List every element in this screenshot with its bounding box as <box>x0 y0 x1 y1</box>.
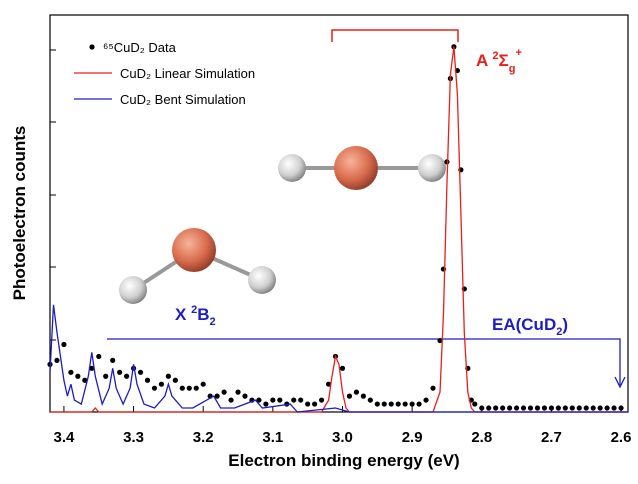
data-point <box>354 390 359 395</box>
ea-arrow <box>107 339 625 387</box>
bent-molecule <box>119 228 276 304</box>
data-point <box>598 405 603 410</box>
data-point <box>54 358 59 363</box>
x-tick-label: 2.6 <box>611 429 632 446</box>
data-point <box>389 401 394 406</box>
data-point <box>410 401 415 406</box>
data-point <box>235 390 240 395</box>
data-point <box>124 374 129 379</box>
data-point <box>403 401 408 406</box>
legend-label: ⁶⁵CuD₂ Data <box>103 40 177 55</box>
data-point <box>159 382 164 387</box>
data-point <box>577 405 582 410</box>
data-point <box>96 354 101 359</box>
legend-marker <box>89 44 94 49</box>
x-tick-label: 3.1 <box>262 429 283 446</box>
data-point <box>416 401 421 406</box>
data-point <box>305 401 310 406</box>
data-point <box>270 397 275 402</box>
data-point <box>605 405 610 410</box>
data-point <box>173 378 178 383</box>
data-point <box>444 159 449 164</box>
data-point <box>298 397 303 402</box>
annotation: X 2B2 <box>175 304 216 328</box>
data-point <box>514 405 519 410</box>
data-point <box>423 397 428 402</box>
data-point <box>263 401 268 406</box>
data-point <box>528 405 533 410</box>
data-point <box>75 374 80 379</box>
data-point <box>521 405 526 410</box>
linear-molecule <box>278 146 446 190</box>
data-point <box>382 401 387 406</box>
data-point <box>319 397 324 402</box>
data-point <box>117 370 122 375</box>
data-point <box>201 382 206 387</box>
data-point <box>312 401 317 406</box>
data-point <box>194 386 199 391</box>
data-point <box>556 405 561 410</box>
data-point <box>228 397 233 402</box>
data-point <box>291 397 296 402</box>
y-axis-label: Photoelectron counts <box>10 126 29 301</box>
data-point <box>396 401 401 406</box>
x-tick-label: 3.4 <box>53 429 75 446</box>
data-point <box>570 405 575 410</box>
data-point <box>138 370 143 375</box>
bracket <box>332 30 458 42</box>
data-point <box>472 401 477 406</box>
annotation: EA(CuD2) <box>492 315 568 338</box>
data-point <box>500 405 505 410</box>
data-point <box>549 405 554 410</box>
data-point <box>507 405 512 410</box>
x-tick-label: 2.8 <box>471 429 492 446</box>
data-point <box>486 405 491 410</box>
legend-label: CuD₂ Bent Simulation <box>120 92 246 107</box>
data-point <box>277 397 282 402</box>
data-point <box>591 405 596 410</box>
x-tick-label: 3.3 <box>123 429 144 446</box>
data-point <box>563 405 568 410</box>
data-point <box>340 366 345 371</box>
data-point <box>361 394 366 399</box>
x-tick-label: 3.0 <box>332 429 353 446</box>
data-point <box>187 386 192 391</box>
data-point <box>242 394 247 399</box>
data-point <box>611 405 616 410</box>
data-point <box>618 405 623 410</box>
x-tick-label: 2.7 <box>541 429 562 446</box>
data-point <box>145 378 150 383</box>
data-point <box>430 386 435 391</box>
data-point <box>584 405 589 410</box>
data-point <box>166 374 171 379</box>
data-point <box>103 374 108 379</box>
data-point <box>479 405 484 410</box>
data-point <box>68 370 73 375</box>
page: A 2Σg+ X 2B2 EA(CuD2) Electron binding e… <box>0 0 638 484</box>
data-point <box>368 397 373 402</box>
x-tick-label: 2.9 <box>402 429 423 446</box>
data-point <box>110 358 115 363</box>
data-point <box>61 342 66 347</box>
data-point <box>152 386 157 391</box>
data-point <box>493 405 498 410</box>
data-point <box>347 394 352 399</box>
legend-label: CuD₂ Linear Simulation <box>120 66 255 81</box>
data-point <box>180 386 185 391</box>
data-point <box>221 390 226 395</box>
chart: A 2Σg+ X 2B2 EA(CuD2) Electron binding e… <box>0 0 638 479</box>
x-axis-label: Electron binding energy (eV) <box>228 451 459 470</box>
annotation: A 2Σg+ <box>476 47 522 75</box>
x-tick-label: 3.2 <box>193 429 214 446</box>
y-axis-ticks <box>50 50 56 340</box>
data-point <box>542 405 547 410</box>
data-point <box>375 401 380 406</box>
data-point <box>535 405 540 410</box>
